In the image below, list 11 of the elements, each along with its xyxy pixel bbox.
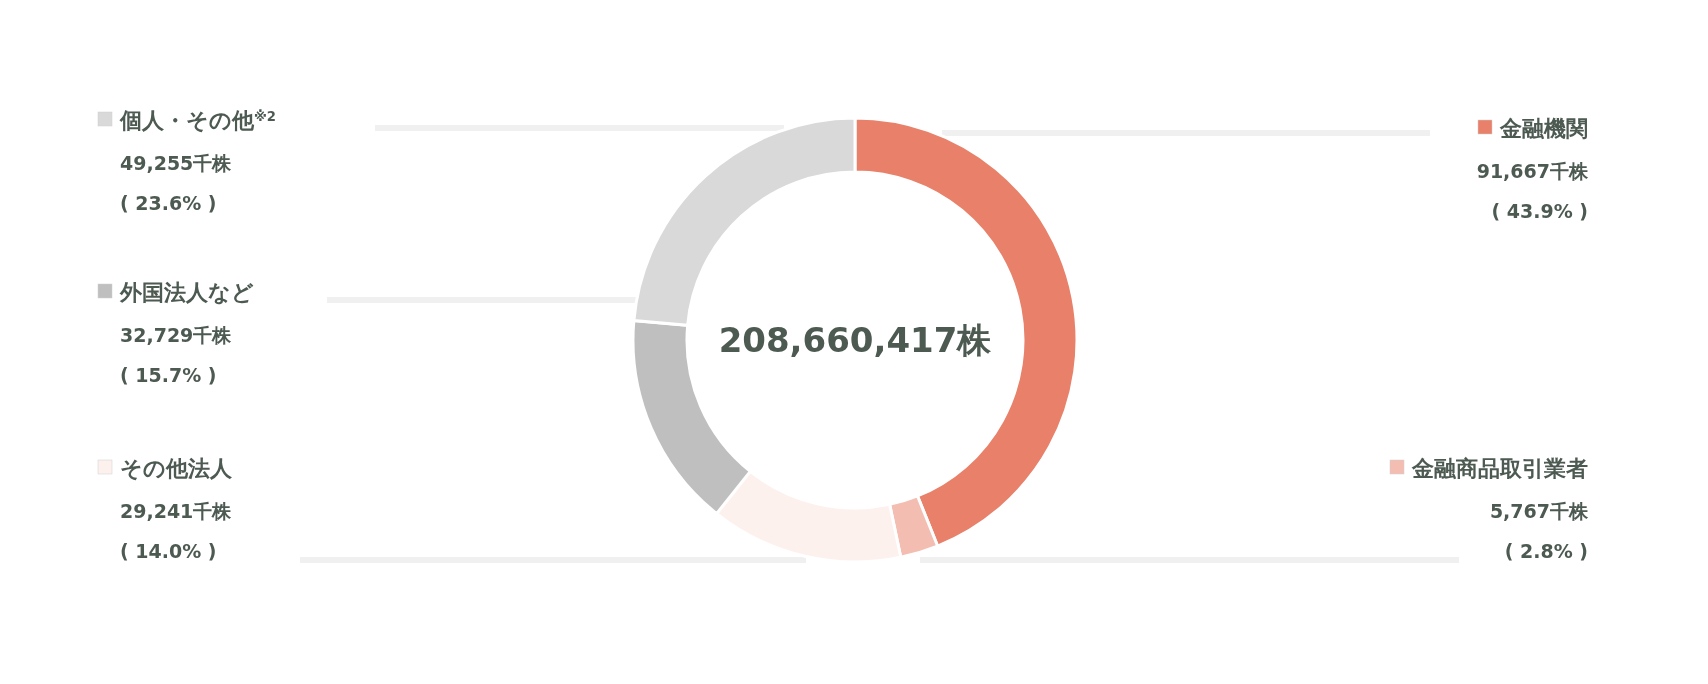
data-label: 49,255千株 ( 23.6% ) xyxy=(120,152,233,214)
legend-label: 金融機関 xyxy=(1499,116,1588,141)
text: 208,660,417株 xyxy=(718,320,993,360)
legend-label: 個人・その他$^{※2}$ xyxy=(119,108,276,133)
data-label: 91,667千株 ( 43.9% ) xyxy=(1476,160,1589,222)
legend-label: 金融商品取引業者 xyxy=(1411,456,1588,481)
legend-label: その他法人 xyxy=(120,456,233,481)
data-label: 29,241千株 ( 14.0% ) xyxy=(120,500,233,562)
legend-label: 外国法人など xyxy=(119,280,254,305)
data-label: 32,729千株 ( 15.7% ) xyxy=(120,324,233,386)
data-label: 5,767千株 ( 2.8% ) xyxy=(1489,500,1589,562)
